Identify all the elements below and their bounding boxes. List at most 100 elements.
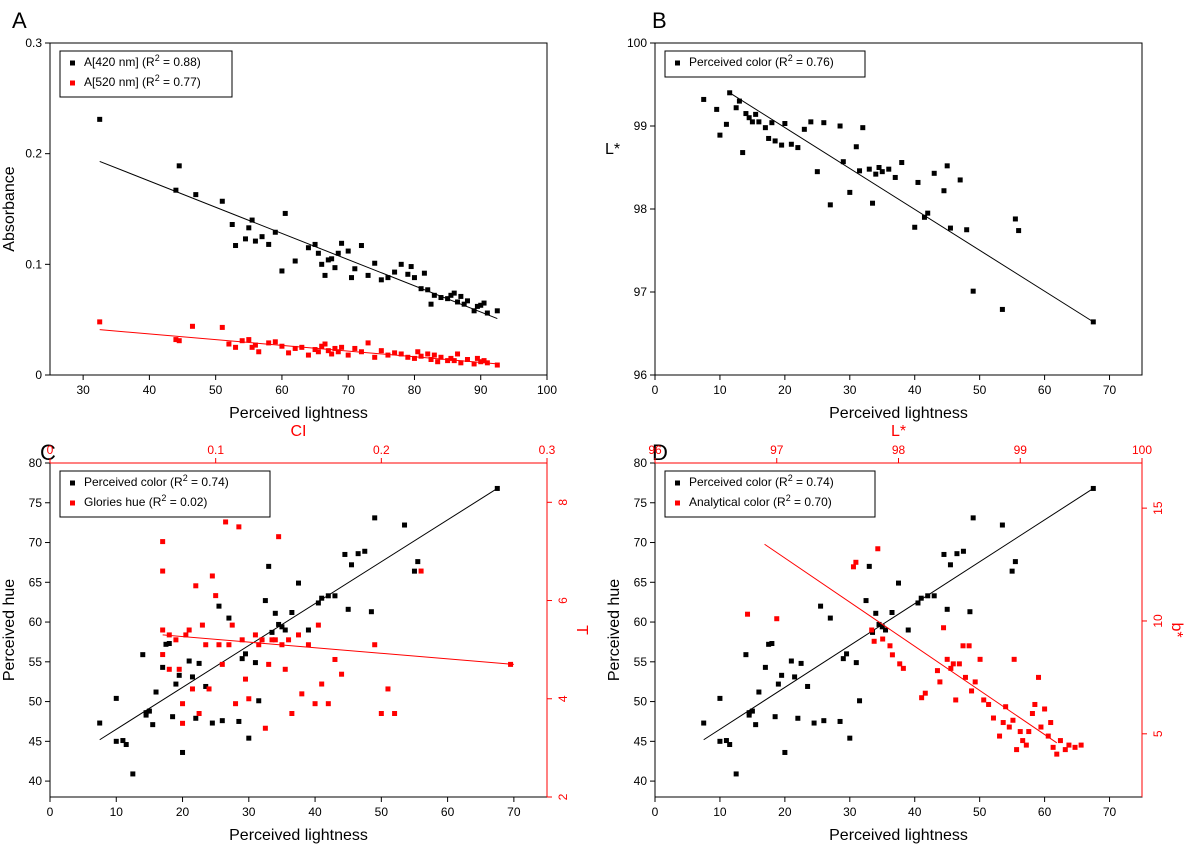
legend-marker [675, 60, 680, 66]
data-point [269, 637, 275, 643]
data-point [448, 355, 454, 361]
data-point [292, 258, 298, 264]
data-point [431, 352, 437, 358]
data-point [249, 344, 255, 350]
data-point [788, 658, 794, 664]
data-point [325, 701, 331, 707]
top-axis-label: CI [291, 423, 307, 440]
data-point [1009, 568, 1015, 574]
y-tick-label: 99 [634, 119, 648, 133]
data-point [1017, 729, 1023, 735]
data-point [899, 160, 905, 166]
data-point [1006, 724, 1012, 730]
data-point [226, 642, 232, 648]
data-point [180, 701, 186, 707]
data-point [950, 661, 956, 667]
data-point [140, 652, 146, 658]
legend-sup: 2 [155, 53, 160, 63]
data-point [229, 622, 235, 628]
top-x-tick-label: 96 [648, 443, 662, 457]
data-point [451, 290, 457, 296]
data-point [727, 742, 733, 748]
data-point [282, 210, 288, 216]
x-tick-label: 40 [143, 383, 157, 397]
data-point [886, 166, 892, 172]
data-point [342, 551, 348, 557]
data-point [305, 245, 311, 251]
data-point [166, 632, 172, 638]
legend-entry: A[420 nm] (R2 = 0.88) [84, 53, 201, 69]
data-point [753, 722, 759, 728]
data-point [879, 624, 885, 630]
data-point [319, 343, 325, 349]
data-point [455, 351, 461, 357]
x-axis-label: Perceived lightness [229, 405, 368, 422]
data-point [990, 715, 996, 721]
y-tick-label: 55 [29, 655, 43, 669]
data-point [788, 141, 794, 147]
data-point [494, 362, 500, 368]
x-tick-label: 0 [47, 805, 54, 819]
data-point [749, 708, 755, 714]
data-point [461, 301, 467, 307]
data-point [879, 169, 885, 175]
data-point [458, 360, 464, 366]
y-tick-label: 60 [634, 615, 648, 629]
data-point [219, 661, 225, 667]
data-point [378, 348, 384, 354]
data-point [425, 351, 431, 357]
data-point [325, 593, 331, 599]
data-point [905, 627, 911, 633]
x-tick-label: 50 [375, 805, 389, 819]
x-axis-label: Perceived lightness [829, 827, 968, 844]
data-point [1062, 747, 1068, 753]
data-point [176, 338, 182, 344]
data-point [1042, 706, 1048, 712]
data-point [398, 261, 404, 267]
data-point [474, 355, 480, 361]
data-point [863, 598, 869, 604]
data-point [962, 674, 968, 680]
data-point [937, 679, 943, 685]
y-tick-label: 75 [29, 496, 43, 510]
data-point [315, 349, 321, 355]
panel-label: A [12, 8, 27, 33]
data-point [743, 652, 749, 658]
data-point [206, 686, 212, 692]
legend-marker [675, 500, 680, 506]
data-point [415, 559, 421, 565]
data-point [385, 686, 391, 692]
data-point [170, 714, 176, 720]
data-point [322, 341, 328, 347]
right-y-tick-label: 4 [556, 695, 570, 702]
data-point [150, 722, 156, 728]
data-point [246, 735, 252, 741]
y-axis-label: Absorbance [1, 166, 18, 251]
data-point [266, 563, 272, 569]
data-point [392, 269, 398, 275]
right-y-tick-label: 10 [1151, 614, 1165, 628]
data-point [352, 266, 358, 272]
data-point [464, 357, 470, 363]
legend-marker [70, 80, 75, 86]
data-point [1090, 485, 1096, 491]
data-point [421, 270, 427, 276]
data-point [305, 642, 311, 648]
legend-text-tail: = 0.02) [166, 495, 207, 509]
legend-sup: 2 [161, 493, 166, 503]
x-tick-label: 40 [908, 383, 922, 397]
data-point [193, 715, 199, 721]
data-point [392, 350, 398, 356]
data-point [362, 548, 368, 554]
data-point [471, 361, 477, 367]
data-point [947, 562, 953, 568]
data-point [753, 111, 759, 117]
top-x-tick-label: 100 [1132, 443, 1152, 457]
data-point [919, 695, 925, 701]
data-point [289, 610, 295, 616]
data-point [1090, 319, 1096, 325]
data-point [745, 611, 751, 617]
data-point [279, 268, 285, 274]
data-point [378, 277, 384, 283]
data-point [249, 217, 255, 223]
